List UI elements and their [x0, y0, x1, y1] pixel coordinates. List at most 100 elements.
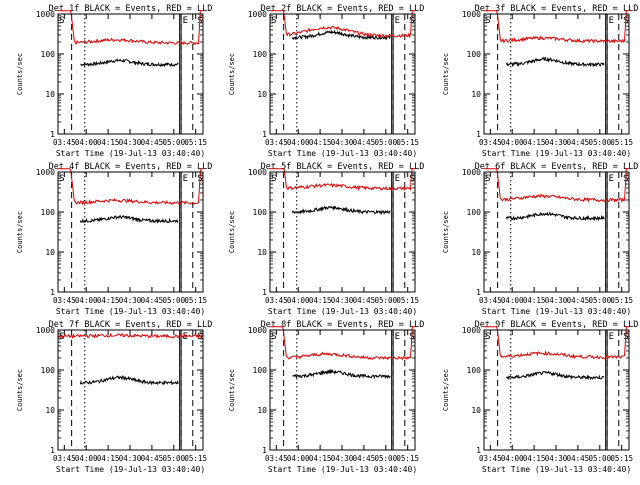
x-axis-label: Start Time (19-Jul-13 03:40:40): [268, 149, 417, 158]
panel-title: Det 6f BLACK = Events, RED = LLD: [475, 162, 639, 172]
y-axis-label: Counts/sec: [16, 53, 24, 95]
region-marker-letter: E: [395, 332, 400, 342]
series-line-events: [79, 214, 179, 224]
y-tick-label: 1000: [248, 326, 267, 335]
y-tick-label: 100: [253, 208, 268, 217]
panel-det-2: Det 2f BLACK = Events, RED = LLD Counts/s…: [228, 4, 424, 158]
x-axis-label: Start Time (19-Jul-13 03:40:40): [56, 465, 205, 474]
region-marker-letter: S: [485, 174, 490, 184]
region-marker-letter: S: [409, 174, 414, 184]
series-line-lld: [484, 10, 629, 44]
y-axis-label: Counts/sec: [442, 369, 450, 411]
x-axis-label: Start Time (19-Jul-13 03:40:40): [268, 307, 417, 316]
panel-title: Det 2f BLACK = Events, RED = LLD: [261, 4, 425, 14]
y-axis-label: Counts/sec: [16, 211, 24, 253]
y-tick-label: 10: [471, 248, 481, 257]
x-tick-label: 04:45: [141, 296, 164, 305]
series-line-events: [291, 205, 391, 216]
x-tick-label: 04:00: [287, 296, 310, 305]
y-axis-label: Counts/sec: [228, 211, 236, 253]
x-tick-label: 04:30: [119, 454, 142, 463]
y-tick-label: 10: [471, 406, 481, 415]
panel-det-1: Det 1f BLACK = Events, RED = LLD Counts/s…: [16, 4, 212, 158]
x-tick-label: 04:30: [119, 138, 142, 147]
y-tick-label: 1: [262, 130, 267, 139]
region-marker-letter: S: [59, 16, 64, 26]
y-tick-label: 1: [50, 130, 55, 139]
x-tick-label: 04:00: [287, 454, 310, 463]
series-line-lld: [57, 332, 204, 340]
panel-det-6: Det 6f BLACK = Events, RED = LLD Counts/s…: [442, 162, 638, 316]
x-tick-label: 04:15: [309, 454, 332, 463]
y-tick-label: 1000: [248, 10, 267, 19]
y-tick-label: 10: [45, 90, 55, 99]
x-tick-label: 04:00: [287, 138, 310, 147]
x-tick-label: 04:45: [353, 296, 376, 305]
x-tick-label: 05:00: [589, 454, 612, 463]
x-tick-label: 04:15: [309, 138, 332, 147]
y-tick-label: 10: [257, 90, 267, 99]
region-marker-letter: E: [395, 16, 400, 26]
y-tick-label: 100: [467, 366, 482, 375]
x-tick-label: 05:00: [375, 138, 398, 147]
x-tick-label: 04:15: [523, 296, 546, 305]
plot-frame: [483, 13, 630, 135]
x-tick-label: 03:45: [265, 296, 288, 305]
x-tick-label: 04:00: [501, 454, 524, 463]
x-axis-label: Start Time (19-Jul-13 03:40:40): [482, 149, 631, 158]
x-tick-label: 04:30: [331, 296, 354, 305]
y-axis-label: Counts/sec: [442, 211, 450, 253]
series-line-events: [505, 370, 605, 381]
y-tick-label: 10: [257, 248, 267, 257]
x-tick-label: 04:15: [97, 138, 120, 147]
series-line-lld: [270, 326, 415, 361]
y-tick-label: 1000: [462, 326, 481, 335]
x-tick-label: 04:30: [331, 454, 354, 463]
x-tick-label: 05:00: [163, 296, 186, 305]
x-tick-label: 04:15: [97, 296, 120, 305]
panel-title: Det 1f BLACK = Events, RED = LLD: [49, 4, 213, 14]
y-tick-label: 1000: [36, 168, 55, 177]
x-tick-label: 05:15: [184, 138, 207, 147]
x-tick-label: 04:15: [523, 138, 546, 147]
x-axis-label: Start Time (19-Jul-13 03:40:40): [56, 149, 205, 158]
x-tick-label: 04:45: [353, 454, 376, 463]
y-tick-label: 100: [467, 208, 482, 217]
y-axis-label: Counts/sec: [16, 369, 24, 411]
x-tick-label: 04:30: [331, 138, 354, 147]
x-tick-label: 03:45: [479, 138, 502, 147]
y-tick-label: 100: [41, 208, 56, 217]
x-tick-label: 05:15: [610, 138, 633, 147]
x-tick-label: 05:00: [163, 138, 186, 147]
plot-frame: [269, 13, 416, 135]
panel-title: Det 5f BLACK = Events, RED = LLD: [261, 162, 425, 172]
y-tick-label: 10: [45, 248, 55, 257]
region-marker-letter: S: [485, 16, 490, 26]
series-line-lld: [58, 10, 203, 46]
y-tick-label: 10: [471, 90, 481, 99]
y-tick-label: 1000: [462, 168, 481, 177]
x-tick-label: 04:45: [567, 454, 590, 463]
region-marker-letter: S: [271, 174, 276, 184]
panel-title: Det 8f BLACK = Events, RED = LLD: [261, 320, 425, 330]
panel-title: Det 9f BLACK = Events, RED = LLD: [475, 320, 639, 330]
region-marker-letter: S: [59, 174, 64, 184]
x-tick-label: 03:45: [53, 454, 76, 463]
panel-det-4: Det 4f BLACK = Events, RED = LLD Counts/s…: [16, 162, 212, 316]
x-tick-label: 04:00: [75, 138, 98, 147]
x-tick-label: 04:30: [119, 296, 142, 305]
region-marker-letter: E: [395, 174, 400, 184]
y-tick-label: 100: [253, 50, 268, 59]
x-tick-label: 03:45: [479, 296, 502, 305]
x-tick-label: 03:45: [479, 454, 502, 463]
plot-frame: [269, 329, 416, 451]
region-marker-letter: E: [609, 16, 614, 26]
region-marker-letter: S: [197, 332, 202, 342]
panel-det-9: Det 9f BLACK = Events, RED = LLD Counts/s…: [442, 320, 638, 474]
series-line-lld: [270, 10, 415, 39]
y-tick-label: 1: [262, 288, 267, 297]
x-tick-label: 03:45: [53, 296, 76, 305]
series-line-events: [292, 368, 391, 380]
x-tick-label: 05:15: [610, 296, 633, 305]
x-tick-label: 04:00: [501, 296, 524, 305]
